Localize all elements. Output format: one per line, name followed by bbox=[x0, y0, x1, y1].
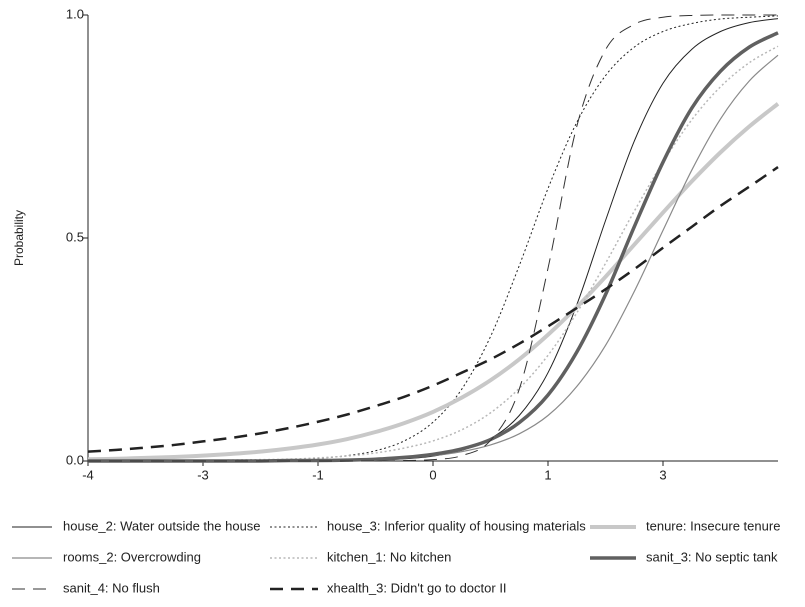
legend-label: sanit_3: No septic tank bbox=[646, 549, 778, 564]
x-tick-label: -4 bbox=[82, 467, 94, 482]
series-line bbox=[88, 15, 779, 462]
series-line bbox=[88, 31, 779, 463]
series-line bbox=[87, 166, 779, 453]
x-tick-label: 0 bbox=[429, 467, 436, 482]
x-tick-label: -1 bbox=[312, 467, 324, 482]
x-tick-label: 3 bbox=[659, 467, 666, 482]
legend-label: tenure: Insecure tenure bbox=[646, 518, 780, 533]
y-tick-label: 0.5 bbox=[66, 229, 84, 244]
y-tick-label: 1.0 bbox=[66, 6, 84, 21]
legend-label: xhealth_3: Didn't go to doctor II bbox=[327, 580, 507, 595]
legend-label: house_2: Water outside the house bbox=[63, 518, 261, 533]
x-tick-label: 1 bbox=[544, 467, 551, 482]
series-line bbox=[88, 14, 778, 462]
legend-label: house_3: Inferior quality of housing mat… bbox=[327, 518, 586, 533]
series-line bbox=[88, 54, 779, 462]
legend-label: rooms_2: Overcrowding bbox=[63, 549, 201, 564]
legend-label: kitchen_1: No kitchen bbox=[327, 549, 451, 564]
series-line bbox=[88, 45, 779, 462]
y-tick-label: 0.0 bbox=[66, 452, 84, 467]
series-line bbox=[87, 102, 780, 462]
x-tick-label: -3 bbox=[197, 467, 209, 482]
y-axis-label: Probability bbox=[12, 210, 26, 266]
legend-label: sanit_4: No flush bbox=[63, 580, 160, 595]
